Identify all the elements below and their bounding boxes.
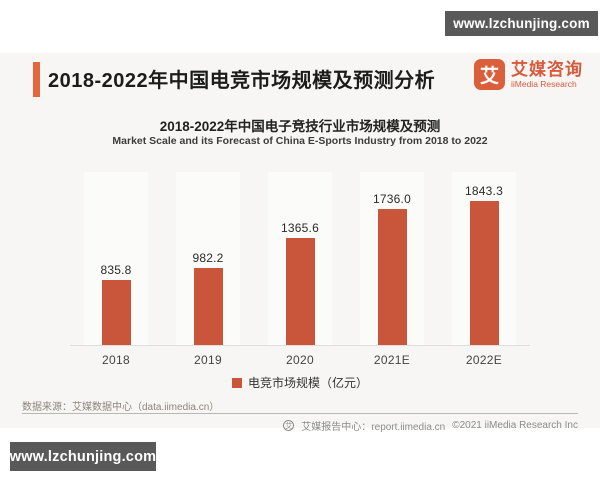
- iimedia-logo-text: 艾媒咨询 iiMedia Research: [511, 59, 583, 89]
- bar-group: 1843.3: [438, 172, 530, 345]
- report-card: 2018-2022年中国电竞市场规模及预测分析 艾 艾媒咨询 iiMedia R…: [0, 53, 600, 433]
- bar-value-label: 1365.6: [281, 221, 319, 235]
- footer-divider: [22, 413, 578, 414]
- bar: [377, 209, 407, 345]
- bar-value-label: 1736.0: [373, 192, 411, 206]
- iimedia-logo-icon: 艾: [474, 59, 505, 90]
- x-tick-label: 2021E: [373, 353, 411, 367]
- bar-value-label: 1843.3: [465, 184, 503, 198]
- x-axis-labels: 2018 2019 2020 2021E 2022E: [70, 353, 530, 367]
- x-tick-label: 2019: [194, 353, 222, 367]
- footer-report-center: 艾媒报告中心：report.iimedia.cn: [301, 422, 446, 433]
- bar-value-label: 982.2: [192, 251, 224, 265]
- legend-label: 电竞市场规模（亿元）: [247, 376, 368, 390]
- bar-value-label: 835.8: [100, 263, 132, 277]
- page-title: 2018-2022年中国电竞市场规模及预测分析: [48, 70, 436, 92]
- bar: [285, 238, 315, 345]
- bar: [469, 201, 499, 345]
- x-tick-label: 2020: [286, 353, 314, 367]
- bar: [193, 268, 223, 345]
- x-tick-label: 2018: [102, 353, 130, 367]
- bar-group: 1736.0: [346, 172, 438, 345]
- bar-group: 1365.6: [254, 172, 346, 345]
- bar: [101, 280, 131, 345]
- watermark-bottom: www.lzchunjing.com: [10, 442, 156, 471]
- iimedia-mark-icon: 艾: [283, 420, 295, 431]
- footer-copyright: ©2021 iiMedia Research Inc: [452, 420, 578, 431]
- logo-name-en: iiMedia Research: [511, 78, 577, 89]
- legend-swatch: [231, 377, 242, 388]
- title-accent-bar: [33, 62, 40, 97]
- x-tick-label: 2022E: [465, 353, 503, 367]
- footer-report-info: 艾 艾媒报告中心：report.iimedia.cn ©2021 iiMedia…: [283, 418, 578, 433]
- data-source-note: 数据来源：艾媒数据中心（data.iimedia.cn）: [22, 402, 220, 413]
- chart-title: 2018-2022年中国电子竞技行业市场规模及预测: [159, 119, 441, 134]
- logo-name-cn: 艾媒咨询: [511, 59, 583, 79]
- bar-group: 982.2: [162, 172, 254, 345]
- iimedia-logo: 艾 艾媒咨询 iiMedia Research: [474, 59, 583, 90]
- bar-group: 835.8: [70, 172, 162, 345]
- watermark-top: www.lzchunjing.com: [445, 11, 598, 36]
- bar-chart-plot: 835.8 982.2 1365.6 1736.0 1843.3: [70, 172, 530, 346]
- chart-subtitle: Market Scale and its Forecast of China E…: [112, 135, 488, 147]
- chart-legend: 电竞市场规模（亿元）: [0, 374, 600, 391]
